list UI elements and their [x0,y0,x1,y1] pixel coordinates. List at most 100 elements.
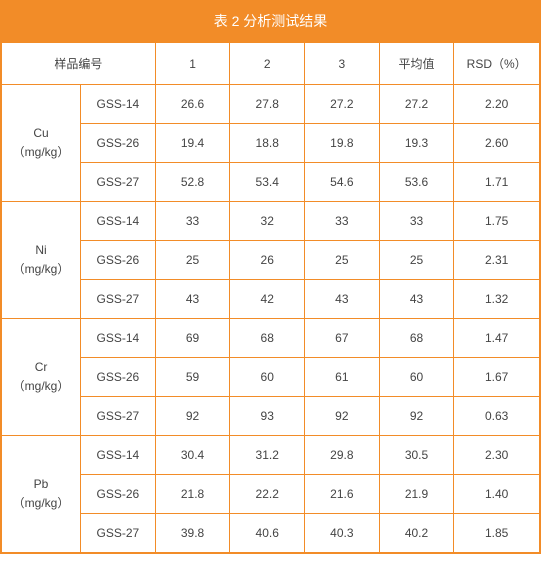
value-2: 68 [230,319,305,358]
value-3: 33 [305,202,380,241]
value-1: 21.8 [155,475,230,514]
header-avg: 平均值 [379,43,454,85]
value-avg: 33 [379,202,454,241]
value-avg: 19.3 [379,124,454,163]
value-3: 29.8 [305,436,380,475]
value-3: 61 [305,358,380,397]
sub-sample: GSS-27 [81,514,156,553]
table-title: 表 2 分析测试结果 [1,1,540,42]
group-name: Ni [6,241,76,260]
sub-sample: GSS-26 [81,124,156,163]
value-2: 93 [230,397,305,436]
value-1: 59 [155,358,230,397]
group-unit: （mg/kg） [6,494,76,513]
sub-sample: GSS-26 [81,358,156,397]
table-head: 样品编号 1 2 3 平均值 RSD（%） [2,43,540,85]
sub-sample: GSS-27 [81,397,156,436]
value-rsd: 1.40 [454,475,540,514]
table-row: GSS-2752.853.454.653.61.71 [2,163,540,202]
sub-sample: GSS-14 [81,436,156,475]
sub-sample: GSS-14 [81,319,156,358]
sub-sample: GSS-26 [81,241,156,280]
table-row: Cu（mg/kg）GSS-1426.627.827.227.22.20 [2,85,540,124]
value-avg: 30.5 [379,436,454,475]
value-3: 27.2 [305,85,380,124]
group-unit: （mg/kg） [6,377,76,396]
value-2: 31.2 [230,436,305,475]
value-2: 53.4 [230,163,305,202]
group-unit: （mg/kg） [6,143,76,162]
group-label: Cu（mg/kg） [2,85,81,202]
table-row: Pb（mg/kg）GSS-1430.431.229.830.52.30 [2,436,540,475]
value-1: 33 [155,202,230,241]
value-avg: 21.9 [379,475,454,514]
value-3: 43 [305,280,380,319]
value-1: 39.8 [155,514,230,553]
value-2: 42 [230,280,305,319]
table-row: Cr（mg/kg）GSS-14696867681.47 [2,319,540,358]
header-col-1: 1 [155,43,230,85]
table-container: 表 2 分析测试结果 样品编号 1 2 3 平均值 RSD（%） Cu（mg/k… [0,0,541,554]
table-row: Ni（mg/kg）GSS-14333233331.75 [2,202,540,241]
sub-sample: GSS-26 [81,475,156,514]
value-rsd: 2.31 [454,241,540,280]
table-row: GSS-27929392920.63 [2,397,540,436]
value-rsd: 1.32 [454,280,540,319]
header-col-3: 3 [305,43,380,85]
sub-sample: GSS-27 [81,163,156,202]
value-2: 22.2 [230,475,305,514]
value-avg: 27.2 [379,85,454,124]
value-avg: 53.6 [379,163,454,202]
value-avg: 25 [379,241,454,280]
value-rsd: 2.30 [454,436,540,475]
value-3: 54.6 [305,163,380,202]
sub-sample: GSS-14 [81,202,156,241]
group-name: Pb [6,475,76,494]
value-rsd: 2.60 [454,124,540,163]
table-row: GSS-2621.822.221.621.91.40 [2,475,540,514]
table-body: Cu（mg/kg）GSS-1426.627.827.227.22.20GSS-2… [2,85,540,553]
table-row: GSS-26252625252.31 [2,241,540,280]
group-unit: （mg/kg） [6,260,76,279]
header-row: 样品编号 1 2 3 平均值 RSD（%） [2,43,540,85]
value-2: 32 [230,202,305,241]
value-1: 92 [155,397,230,436]
value-1: 30.4 [155,436,230,475]
header-rsd: RSD（%） [454,43,540,85]
value-2: 18.8 [230,124,305,163]
value-3: 92 [305,397,380,436]
value-rsd: 1.67 [454,358,540,397]
value-3: 67 [305,319,380,358]
group-label: Pb（mg/kg） [2,436,81,553]
value-avg: 92 [379,397,454,436]
value-avg: 68 [379,319,454,358]
value-rsd: 0.63 [454,397,540,436]
value-2: 26 [230,241,305,280]
value-1: 43 [155,280,230,319]
value-3: 40.3 [305,514,380,553]
value-2: 40.6 [230,514,305,553]
value-avg: 40.2 [379,514,454,553]
value-rsd: 1.75 [454,202,540,241]
value-1: 26.6 [155,85,230,124]
value-rsd: 1.47 [454,319,540,358]
value-3: 21.6 [305,475,380,514]
header-col-2: 2 [230,43,305,85]
value-1: 19.4 [155,124,230,163]
value-rsd: 2.20 [454,85,540,124]
value-2: 27.8 [230,85,305,124]
table-row: GSS-2619.418.819.819.32.60 [2,124,540,163]
sub-sample: GSS-14 [81,85,156,124]
value-rsd: 1.85 [454,514,540,553]
table-row: GSS-2739.840.640.340.21.85 [2,514,540,553]
group-label: Cr（mg/kg） [2,319,81,436]
value-1: 52.8 [155,163,230,202]
value-1: 25 [155,241,230,280]
value-3: 25 [305,241,380,280]
group-name: Cu [6,124,76,143]
header-sample-label: 样品编号 [2,43,156,85]
sub-sample: GSS-27 [81,280,156,319]
table-row: GSS-27434243431.32 [2,280,540,319]
value-1: 69 [155,319,230,358]
table-row: GSS-26596061601.67 [2,358,540,397]
